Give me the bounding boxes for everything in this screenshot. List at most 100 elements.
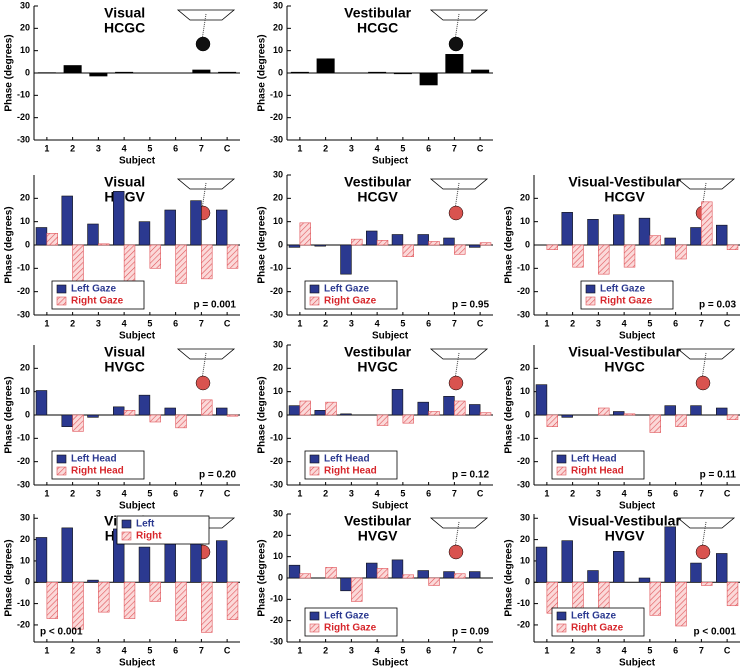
x-tick-label: 6 [426,318,431,328]
bar [402,574,414,579]
y-tick-label: -30 [270,636,283,646]
bar [726,581,739,607]
p-value: p = 0.12 [452,470,489,481]
y-tick-label: 10 [20,45,30,55]
y-axis-label: Phase (degrees) [257,34,268,111]
bar [376,568,389,579]
x-tick-label: 6 [173,143,178,153]
y-axis-label: Phase (degrees) [504,539,515,616]
legend-label: Right Gaze [71,296,124,307]
y-tick-label: 30 [20,513,30,523]
x-tick-label: C [724,488,731,498]
x-tick-label: C [477,143,484,153]
y-tick-label: 0 [525,409,530,419]
bar [351,238,363,246]
x-tick-label: 2 [70,488,75,498]
bar [454,573,466,579]
panel-title: Vestibular [344,5,411,21]
icon-screen [676,348,736,360]
x-tick-label: 4 [122,318,127,328]
y-tick-label: -10 [17,598,30,608]
y-tick-label: 0 [278,67,283,77]
y-tick-label: 30 [520,513,530,523]
bar [138,221,151,246]
bar [149,414,161,423]
bar [166,73,185,74]
legend-label: Right Gaze [571,623,624,634]
y-tick-label: 30 [273,339,283,349]
legend-swatch [309,466,320,476]
bar [164,209,176,246]
bar [351,577,363,602]
x-tick-label: 2 [323,318,328,328]
x-tick-label: 1 [44,488,49,498]
panel: -30 -20 -10 0 10 20 Phase (degrees) 1 2 3 4 5 6 7 C Sub… [504,174,740,342]
y-tick-label: -20 [270,286,283,296]
icon-sight [701,182,707,210]
y-axis-label: Phase (degrees) [504,376,515,453]
x-tick-label: 4 [122,645,127,655]
bar [561,414,573,418]
bar [216,407,228,416]
x-tick-label: 5 [400,645,405,655]
panel-title: Visual [104,174,145,190]
x-tick-label: 4 [122,488,127,498]
bar [366,230,378,246]
legend-label: Right Head [71,466,124,477]
x-tick-label: 3 [349,143,354,153]
bar [561,212,573,246]
x-tick-label: 5 [400,488,405,498]
x-tick-label: 2 [570,488,575,498]
x-tick-label: 7 [699,488,704,498]
bar [149,581,161,602]
bar [443,396,455,416]
bar [201,581,213,633]
y-tick-label: -10 [517,433,530,443]
bar [123,410,136,416]
y-tick-label: 10 [520,216,530,226]
icon-screen [429,9,489,21]
x-tick-label: 2 [70,318,75,328]
legend-label: Right Gaze [324,296,377,307]
y-axis-label: Phase (degrees) [4,376,15,453]
y-tick-label: -20 [17,286,30,296]
panel-subtitle: HCGV [604,189,645,205]
y-tick-label: 20 [520,193,530,203]
legend-box [580,280,674,310]
bar [664,526,676,583]
y-tick-label: 10 [273,551,283,561]
bar [535,384,548,416]
bar [623,244,636,268]
bar [716,407,728,416]
bar [726,244,739,250]
bar [342,73,361,74]
y-tick-label: 30 [273,508,283,518]
bar [587,570,599,583]
x-tick-label: 3 [596,318,601,328]
y-tick-label: 0 [25,409,30,419]
panel-subtitle: HCGV [357,189,398,205]
x-tick-label: 4 [122,143,127,153]
x-tick-label: 6 [673,318,678,328]
y-tick-label: -30 [17,134,30,144]
x-tick-label: 2 [70,143,75,153]
x-tick-label: 1 [44,645,49,655]
legend-swatch [556,454,567,464]
panel-title: Visual-Vestibular [568,174,681,190]
bar [471,69,490,73]
bar [164,407,176,416]
x-tick-label: C [224,488,231,498]
icon-screen [176,348,236,360]
x-axis-label: Subject [372,331,409,342]
panel-subtitle: HVGV [605,528,645,544]
bar [701,201,713,246]
bar [314,244,326,247]
bar [428,241,440,246]
bar [469,244,481,248]
legend-swatch [556,466,567,476]
bar [175,244,187,284]
bar [613,551,625,583]
panel-subtitle: HCGC [104,20,145,36]
bar [226,244,239,269]
x-tick-label: 3 [349,645,354,655]
